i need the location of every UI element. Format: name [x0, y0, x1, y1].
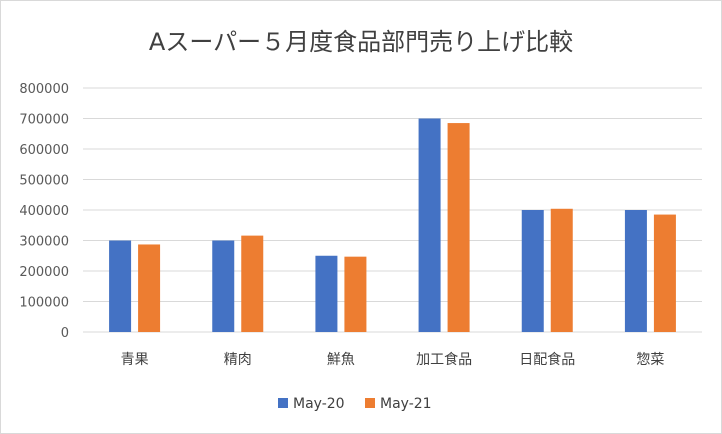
bar-may-21-1 — [241, 235, 264, 332]
y-tick-label: 400000 — [19, 204, 69, 219]
bar-may-21-4 — [550, 208, 573, 332]
y-tick-label: 800000 — [19, 82, 69, 97]
legend-swatch-may-21 — [365, 398, 375, 408]
y-tick-label: 0 — [61, 326, 69, 341]
x-category-label: 精肉 — [224, 352, 252, 368]
legend-label: May-20 — [293, 396, 345, 412]
x-category-label: 日配食品 — [519, 351, 575, 368]
y-tick-label: 300000 — [19, 235, 69, 250]
x-axis-categories: 青果 精肉 鮮魚 加工食品 日配食品 惣菜 — [121, 351, 665, 368]
bar-may-21-2 — [344, 256, 367, 332]
bar-may-20-2 — [315, 255, 338, 332]
y-tick-label: 200000 — [19, 265, 69, 280]
bar-may-20-1 — [212, 240, 235, 332]
x-category-label: 鮮魚 — [327, 352, 355, 368]
bar-may-20-3 — [418, 118, 441, 332]
bar-may-20-0 — [109, 240, 132, 332]
bar-may-21-0 — [138, 244, 161, 332]
bars — [109, 118, 676, 332]
legend-swatch-may-20 — [278, 398, 288, 408]
x-category-label: 青果 — [121, 352, 149, 368]
bar-may-21-5 — [653, 214, 676, 332]
gridlines — [83, 87, 702, 333]
y-tick-label: 700000 — [19, 113, 69, 128]
legend: May-20 May-21 — [278, 396, 432, 412]
bar-may-21-3 — [447, 123, 470, 332]
chart-title: Aスーパー５月度食品部門売り上げ比較 — [148, 28, 574, 56]
bar-may-20-5 — [624, 210, 647, 332]
x-category-label: 加工食品 — [416, 351, 472, 368]
x-category-label: 惣菜 — [636, 352, 664, 368]
bar-may-20-4 — [521, 210, 544, 332]
y-axis-ticks: 0 100000 200000 300000 400000 500000 600000 700… — [19, 82, 69, 341]
legend-label: May-21 — [380, 396, 432, 412]
y-tick-label: 100000 — [19, 296, 69, 311]
y-tick-label: 600000 — [19, 143, 69, 158]
y-tick-label: 500000 — [19, 174, 69, 189]
